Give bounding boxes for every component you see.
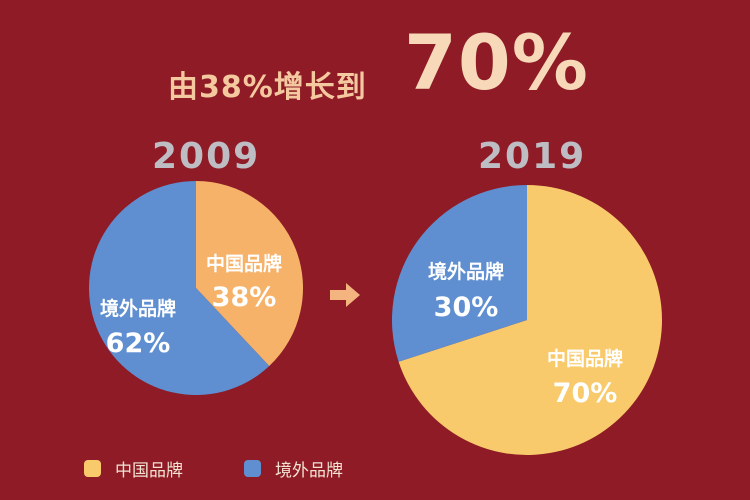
pie-slice-foreign-2009 <box>88 181 270 395</box>
arrow-icon <box>330 283 360 307</box>
slice-value-domestic-2019: 70% <box>553 378 618 409</box>
pie-2019-title: 2019 <box>478 136 587 177</box>
pie-2009: 中国品牌 38% 境外品牌 62% <box>88 181 303 395</box>
pie-slice-foreign-2019 <box>392 185 527 362</box>
slice-value-domestic-2009: 38% <box>212 282 277 313</box>
legend-label-domestic: 中国品牌 <box>115 461 183 481</box>
pie-2019: 中国品牌 70% 境外品牌 30% <box>392 185 662 455</box>
pie-slice-domestic-2009 <box>196 181 303 366</box>
slice-label-foreign-2019: 境外品牌 <box>428 260 504 283</box>
headline-highlight: 70% <box>404 18 589 107</box>
legend-swatch-foreign <box>244 460 261 477</box>
slice-value-foreign-2009: 62% <box>106 328 171 359</box>
slice-label-foreign-2009: 境外品牌 <box>100 297 176 320</box>
transition-arrow <box>330 283 360 307</box>
legend-item-domestic: 中国品牌 <box>84 456 183 481</box>
pie-slice-domestic-2019 <box>398 185 662 455</box>
headline-prefix: 由38%增长到 <box>168 70 367 105</box>
legend-item-foreign: 境外品牌 <box>244 456 343 481</box>
pie-2009-title: 2009 <box>152 136 261 177</box>
slice-value-foreign-2019: 30% <box>434 292 499 323</box>
legend-swatch-domestic <box>84 460 101 477</box>
slice-label-domestic-2019: 中国品牌 <box>547 347 623 370</box>
slice-label-domestic-2009: 中国品牌 <box>206 252 282 275</box>
legend-label-foreign: 境外品牌 <box>275 461 343 481</box>
